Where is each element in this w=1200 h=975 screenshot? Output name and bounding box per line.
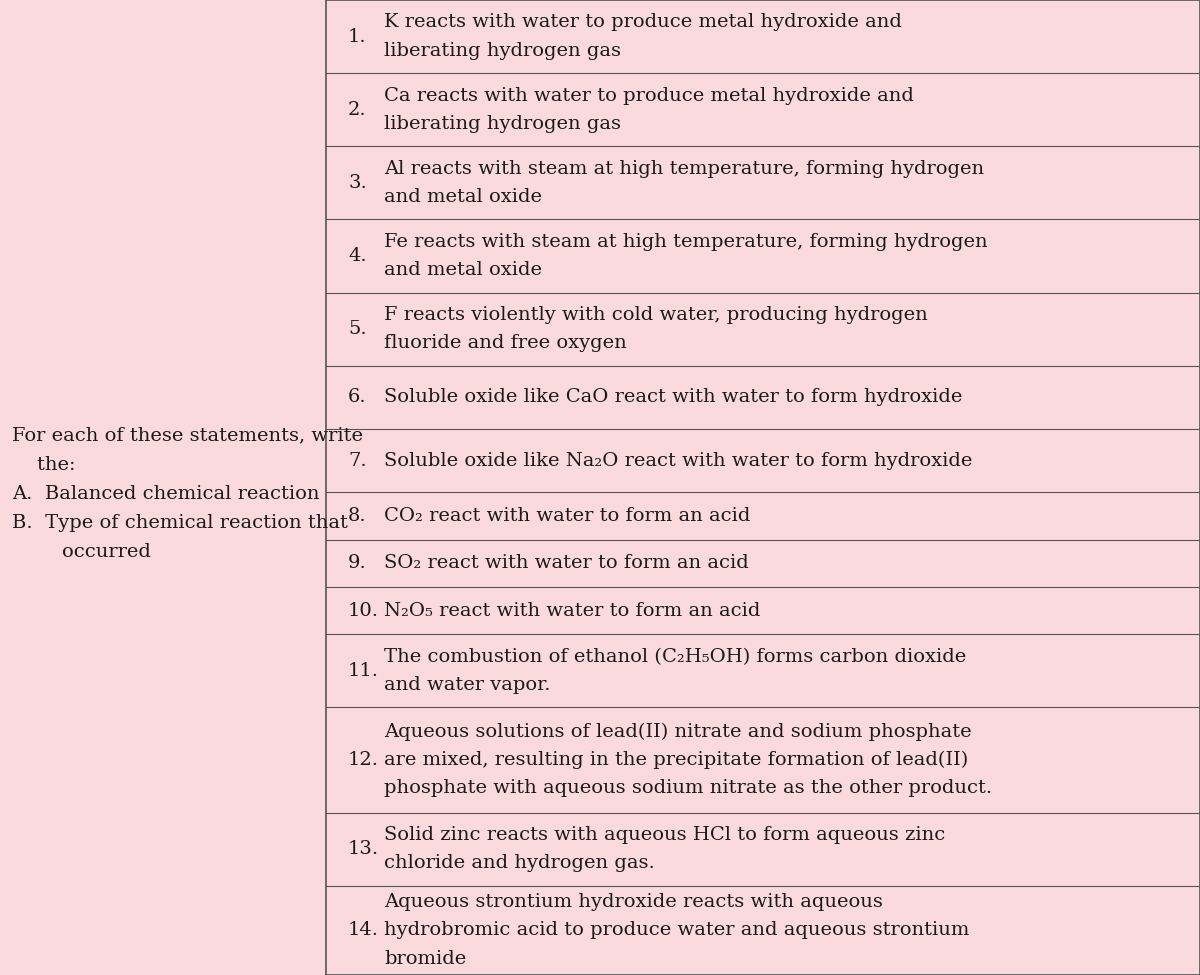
Text: Solid zinc reacts with aqueous HCl to form aqueous zinc: Solid zinc reacts with aqueous HCl to fo… (384, 826, 946, 844)
Text: Aqueous solutions of lead(II) nitrate and sodium phosphate: Aqueous solutions of lead(II) nitrate an… (384, 722, 972, 741)
Text: the:: the: (12, 456, 76, 474)
Text: 5.: 5. (348, 320, 367, 338)
Text: occurred: occurred (12, 543, 151, 562)
Text: and water vapor.: and water vapor. (384, 676, 551, 694)
Text: fluoride and free oxygen: fluoride and free oxygen (384, 334, 626, 352)
Text: A.  Balanced chemical reaction: A. Balanced chemical reaction (12, 486, 319, 503)
Text: phosphate with aqueous sodium nitrate as the other product.: phosphate with aqueous sodium nitrate as… (384, 779, 992, 798)
Text: Aqueous strontium hydroxide reacts with aqueous: Aqueous strontium hydroxide reacts with … (384, 893, 883, 912)
Text: The combustion of ethanol (C₂H₅OH) forms carbon dioxide: The combustion of ethanol (C₂H₅OH) forms… (384, 647, 966, 666)
Text: F reacts violently with cold water, producing hydrogen: F reacts violently with cold water, prod… (384, 306, 928, 324)
Text: Fe reacts with steam at high temperature, forming hydrogen: Fe reacts with steam at high temperature… (384, 233, 988, 251)
Text: 8.: 8. (348, 507, 367, 526)
Text: 2.: 2. (348, 100, 367, 119)
Text: liberating hydrogen gas: liberating hydrogen gas (384, 115, 622, 133)
Text: 11.: 11. (348, 662, 379, 680)
Text: SO₂ react with water to form an acid: SO₂ react with water to form an acid (384, 555, 749, 572)
Text: liberating hydrogen gas: liberating hydrogen gas (384, 42, 622, 59)
Text: For each of these statements, write: For each of these statements, write (12, 427, 364, 445)
Text: 9.: 9. (348, 555, 367, 572)
Text: and metal oxide: and metal oxide (384, 261, 542, 279)
Text: 13.: 13. (348, 840, 379, 858)
Text: and metal oxide: and metal oxide (384, 188, 542, 206)
Text: Al reacts with steam at high temperature, forming hydrogen: Al reacts with steam at high temperature… (384, 160, 984, 177)
Text: CO₂ react with water to form an acid: CO₂ react with water to form an acid (384, 507, 750, 526)
Text: Ca reacts with water to produce metal hydroxide and: Ca reacts with water to produce metal hy… (384, 87, 914, 104)
Text: 7.: 7. (348, 451, 367, 470)
Text: 10.: 10. (348, 602, 379, 619)
Text: 3.: 3. (348, 174, 367, 192)
Text: chloride and hydrogen gas.: chloride and hydrogen gas. (384, 854, 655, 873)
Text: bromide: bromide (384, 950, 467, 967)
Text: hydrobromic acid to produce water and aqueous strontium: hydrobromic acid to produce water and aq… (384, 921, 970, 939)
Text: are mixed, resulting in the precipitate formation of lead(II): are mixed, resulting in the precipitate … (384, 751, 968, 769)
Text: 4.: 4. (348, 247, 367, 265)
Text: 12.: 12. (348, 751, 379, 769)
Text: B.  Type of chemical reaction that: B. Type of chemical reaction that (12, 515, 348, 532)
Text: Soluble oxide like CaO react with water to form hydroxide: Soluble oxide like CaO react with water … (384, 388, 962, 407)
Text: 6.: 6. (348, 388, 367, 407)
Text: 14.: 14. (348, 921, 379, 939)
Text: 1.: 1. (348, 27, 367, 46)
Text: K reacts with water to produce metal hydroxide and: K reacts with water to produce metal hyd… (384, 14, 902, 31)
Text: Soluble oxide like Na₂O react with water to form hydroxide: Soluble oxide like Na₂O react with water… (384, 451, 972, 470)
Text: N₂O₅ react with water to form an acid: N₂O₅ react with water to form an acid (384, 602, 761, 619)
